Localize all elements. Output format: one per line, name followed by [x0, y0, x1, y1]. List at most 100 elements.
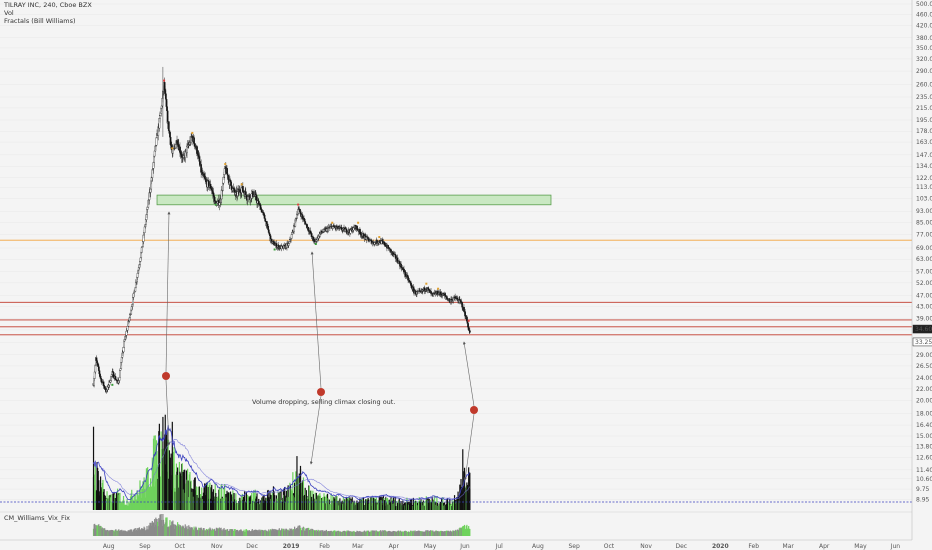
- price-tick-label: 63.00: [916, 256, 932, 263]
- candle-body: [140, 247, 143, 253]
- fractal-marker: [171, 147, 174, 150]
- subpane-label[interactable]: CM_Williams_Vix_Fix: [4, 514, 70, 522]
- time-axis[interactable]: Aug Sep Oct Nov Dec 2019 Feb Mar Apr May Jun Jul Aug…: [0, 539, 912, 550]
- last-price-box: [912, 324, 932, 334]
- price-tick-label: 147.00: [916, 152, 932, 159]
- volume-bar: [337, 500, 339, 510]
- volume-bar: [126, 499, 128, 510]
- candle-body: [199, 161, 201, 165]
- volume-bar: [119, 492, 121, 510]
- fractal-marker: [437, 287, 440, 290]
- annotation-arrow: [165, 379, 171, 446]
- price-tick-label: 18.00: [916, 411, 932, 418]
- candle-body: [242, 186, 244, 192]
- price-tick-label: 69.00: [916, 245, 932, 252]
- candle-body: [230, 181, 232, 186]
- volume-bar: [402, 500, 404, 510]
- volume-spike: [165, 431, 168, 510]
- last-price-label: 34.60: [915, 326, 932, 333]
- price-tick-label: 47.00: [916, 292, 932, 299]
- volume-bar: [218, 487, 220, 510]
- chart-title: TILRAY INC, 240, Cboe BZX: [3, 1, 92, 9]
- price-tick-label: 43.00: [916, 303, 932, 310]
- candle-body: [367, 237, 369, 240]
- volume-bar: [271, 491, 273, 510]
- volume-bar: [164, 414, 166, 510]
- time-tick-label: Feb: [319, 543, 330, 550]
- price-tick-label: 39.00: [916, 315, 932, 322]
- candle-body: [444, 295, 447, 297]
- price-tick-label: 420.00: [916, 22, 932, 29]
- annotation-arrow: [309, 395, 322, 465]
- vix-fix-bar: [166, 517, 168, 536]
- support-zone: [156, 194, 552, 206]
- annotation-arrow: [462, 341, 475, 407]
- price-tick-label: 460.00: [916, 11, 932, 18]
- volume-bar: [330, 494, 332, 510]
- candle-body: [167, 121, 170, 131]
- price-tick-label: 11.40: [916, 467, 932, 474]
- volume-bar: [224, 484, 226, 510]
- candle-body: [218, 202, 221, 206]
- time-tick-label: Jul: [495, 543, 504, 550]
- fractal-marker: [214, 203, 217, 206]
- volume-bar: [198, 486, 200, 510]
- price-tick-label: 134.00: [916, 163, 932, 170]
- price-tick-label: 122.00: [916, 175, 932, 182]
- fractal-marker: [273, 248, 276, 251]
- time-tick-label: Jun: [459, 543, 470, 550]
- volume-bar: [173, 447, 175, 510]
- candle-body: [146, 207, 149, 210]
- candle-body: [263, 214, 266, 219]
- volume-bar: [400, 501, 402, 510]
- price-tick-label: 93.00: [916, 208, 932, 215]
- price-tick-label: 52.00: [916, 280, 932, 287]
- price-axis[interactable]: 500.00 460.00 420.00 380.00 350.00 320.00 290.…: [911, 0, 932, 540]
- volume-bar: [249, 496, 251, 510]
- volume-ma-long-line: [93, 438, 470, 500]
- volume-bar: [362, 497, 365, 510]
- price-tick-label: 8.95: [916, 497, 930, 504]
- candle-body: [119, 370, 121, 378]
- volume-bar: [184, 469, 186, 510]
- price-tick-label: 24.00: [916, 375, 932, 382]
- last-price-box: [912, 337, 932, 347]
- price-tick-label: 113.00: [916, 184, 932, 191]
- fractal-marker: [163, 79, 166, 82]
- price-tick-label: 9.75: [916, 486, 930, 493]
- time-tick-label: Nov: [640, 543, 652, 550]
- price-tick-label: 77.00: [916, 231, 932, 238]
- candle-body: [119, 368, 122, 371]
- time-tick-label: 2019: [283, 543, 300, 550]
- price-tick-label: 15.00: [916, 433, 932, 440]
- volume-bar: [295, 471, 297, 510]
- time-tick-label: Mar: [352, 543, 364, 550]
- volume-bar: [453, 495, 456, 510]
- price-tick-label: 22.00: [916, 386, 932, 393]
- volume-bar: [394, 497, 396, 510]
- candle-body: [266, 223, 269, 227]
- volume-spike: [158, 423, 160, 510]
- volume-spike: [469, 472, 471, 510]
- volume-bar: [353, 500, 355, 510]
- annotation-dot: [317, 388, 325, 396]
- candle-body: [118, 376, 121, 381]
- volume-bar: [446, 498, 449, 510]
- indicator-fractals-label[interactable]: Fractals (Bill Williams): [4, 17, 76, 25]
- volume-bar: [297, 476, 299, 510]
- fractal-marker: [240, 183, 243, 186]
- candle-body: [290, 234, 293, 239]
- volume-bar: [371, 497, 373, 510]
- time-tick-label: Sep: [568, 543, 580, 550]
- gridlines: [0, 3, 912, 500]
- price-tick-label: 12.60: [916, 455, 932, 462]
- time-tick-label: Aug: [103, 543, 115, 550]
- time-tick-label: Mar: [783, 543, 795, 550]
- price-tick-label: 350.00: [916, 45, 932, 52]
- volume-bar: [314, 492, 316, 510]
- indicator-vol-label[interactable]: Vol: [4, 9, 14, 17]
- time-tick-label: Apr: [389, 543, 400, 550]
- volume-bar: [383, 500, 386, 510]
